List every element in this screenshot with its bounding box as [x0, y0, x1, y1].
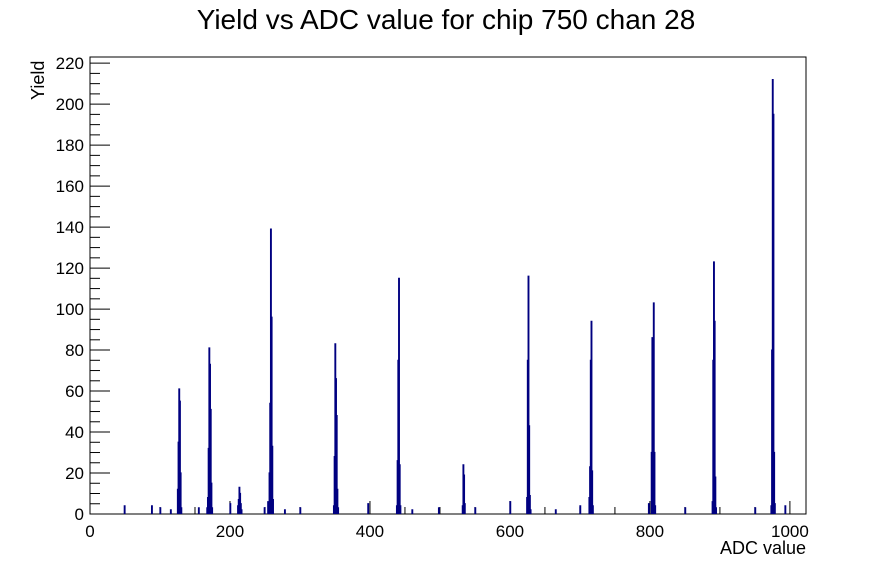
histogram-bin — [180, 507, 183, 514]
histogram-bin — [398, 277, 400, 514]
histogram-bin — [463, 474, 466, 514]
y-tick-label: 220 — [56, 54, 84, 73]
histogram-bin — [271, 445, 274, 514]
histogram-bin — [579, 505, 582, 514]
histogram-bin — [263, 507, 266, 514]
histogram-bin — [653, 451, 656, 514]
histogram-bars — [123, 78, 787, 514]
histogram-bin — [437, 507, 440, 514]
histogram-bin — [647, 503, 650, 514]
histogram-bin — [399, 505, 402, 514]
histogram-bin — [197, 507, 200, 514]
histogram-bin — [179, 472, 182, 514]
y-tick-label: 60 — [65, 382, 84, 401]
histogram-bin — [772, 113, 775, 514]
histogram-bin — [773, 503, 776, 514]
histogram-bin — [336, 488, 339, 514]
x-tick-label: 1000 — [771, 522, 809, 541]
histogram-bin — [684, 507, 687, 514]
y-tick-label: 160 — [56, 177, 84, 196]
histogram-bin — [211, 507, 214, 514]
histogram-bin — [209, 408, 212, 514]
histogram-bin — [283, 509, 286, 514]
histogram-bin — [715, 507, 718, 514]
y-tick-label: 120 — [56, 259, 84, 278]
histogram-bin — [367, 503, 370, 514]
histogram-bin — [527, 275, 530, 514]
histogram-bin — [754, 507, 757, 514]
y-tick-label: 140 — [56, 218, 84, 237]
histogram-bin — [654, 505, 657, 514]
histogram-bin — [529, 509, 532, 514]
y-tick-label: 180 — [56, 136, 84, 155]
histogram-bin — [509, 501, 512, 514]
histogram-bin — [784, 505, 787, 514]
y-tick-label: 40 — [65, 423, 84, 442]
y-tick-label: 80 — [65, 341, 84, 360]
histogram-bin — [591, 470, 594, 514]
y-tick-label: 0 — [75, 505, 84, 524]
histogram-bin — [159, 507, 162, 514]
histogram-bin — [210, 482, 213, 514]
histogram-bin — [270, 316, 273, 514]
histogram-bin — [411, 509, 414, 514]
chart-title: Yield vs ADC value for chip 750 chan 28 — [197, 4, 696, 35]
histogram-bin — [150, 505, 153, 514]
histogram-bin — [335, 415, 338, 514]
x-tick-label: 600 — [496, 522, 524, 541]
histogram-bin — [590, 320, 593, 514]
x-tick-label: 0 — [85, 522, 94, 541]
histogram-bin — [337, 507, 340, 514]
x-tick-label: 200 — [216, 522, 244, 541]
y-tick-label: 100 — [56, 300, 84, 319]
histogram-bin — [240, 509, 243, 514]
y-tick-label: 200 — [56, 95, 84, 114]
histogram-bin — [652, 302, 655, 514]
histogram-bin — [229, 503, 232, 514]
histogram-bin — [713, 320, 716, 514]
histogram-bin — [714, 476, 717, 514]
plot-frame — [89, 56, 807, 515]
histogram-bin — [239, 503, 242, 514]
x-axis-label: ADC value — [720, 538, 806, 558]
histogram-bin — [123, 505, 126, 514]
histogram-bin — [773, 451, 776, 514]
y-tick-label: 20 — [65, 464, 84, 483]
y-axis-label: Yield — [28, 61, 48, 100]
histogram-bin — [178, 400, 181, 514]
histogram-bin — [474, 507, 477, 514]
histogram-bin — [299, 507, 302, 514]
histogram-bin — [267, 501, 270, 514]
histogram-bin — [528, 494, 531, 514]
histogram-bin — [528, 425, 531, 514]
histogram-bin — [398, 464, 401, 514]
histogram-bin — [169, 509, 172, 514]
histogram-bin — [463, 503, 466, 514]
histogram-bin — [591, 505, 594, 514]
histogram-bin — [272, 499, 274, 514]
x-tick-label: 800 — [636, 522, 664, 541]
histogram-bin — [554, 509, 557, 514]
axis-ticks: 0 200 400 600 800 1000 0 20 40 60 80 100 120 140 160 18… — [56, 54, 809, 541]
x-tick-label: 400 — [356, 522, 384, 541]
